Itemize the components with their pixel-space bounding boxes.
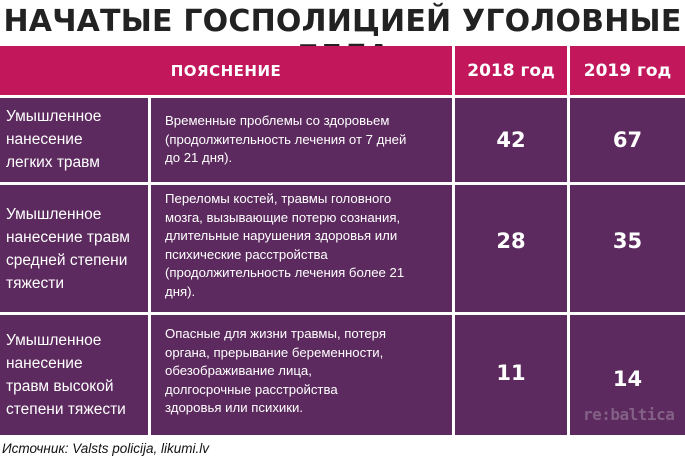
source-note: Источник: Valsts policija, likumi.lv [2,441,209,456]
rebaltica-logo: re:baltica [583,405,675,424]
category-line: легких травм [6,154,100,171]
table-row-1-value-2018: 42 [455,98,567,182]
table-row-2-value-2018: 28 [455,185,567,312]
header-year-2019: 2019 год [570,46,685,95]
category-line: нанесение [6,131,83,148]
category-line: нанесение травм [6,229,130,246]
description-line: психические расстройства [165,246,328,262]
table-header: ПОЯСНЕНИЕ 2018 год 2019 год [0,46,685,95]
category-line: травм высокой [6,378,114,395]
table-row-3-value-2018: 11 [455,315,567,435]
table-row-2-category: Умышленное нанесение травм средней степе… [0,185,148,312]
header-explanation: ПОЯСНЕНИЕ [0,46,452,95]
description-line: здоровья или психики. [165,400,304,415]
table-row-3-description: Опасные для жизни травмы, потеря органа,… [151,315,452,435]
category-line: средней степени [6,252,128,269]
category-line: Умышленное [6,206,102,223]
description-line: (продолжительность лечения от 7 дней [165,131,407,147]
category-line: Умышленное [6,108,102,125]
description-line: обезображивание лица, [165,363,312,378]
table-row-1-description: Временные проблемы со здоровьем (продолж… [151,98,452,182]
category-line: тяжести [6,275,64,292]
table-row-3-category: Умышленное нанесение травм высокой степе… [0,315,148,435]
description-line: до 21 дня). [165,150,233,165]
table-row-1-category: Умышленное нанесение легких травм [0,98,148,182]
table-row-1-value-2019: 67 [570,98,685,182]
category-line: нанесение [6,355,83,372]
description-line: мозга, вызывающие потерю сознания, [165,209,401,225]
table-row-2-value-2019: 35 [570,185,685,312]
category-line: степени тяжести [6,401,126,418]
table-row-3-value-2019: 14 [570,315,685,435]
category-line: Умышленное [6,332,102,349]
header-year-2018: 2018 год [455,46,567,95]
description-line: органа, прерывание беременности, [165,344,384,360]
description-line: дня). [165,283,196,299]
description-line: Переломы костей, травмы головного [165,191,392,206]
description-line: долгосрочные расстройства [165,381,338,397]
description-line: Временные проблемы со здоровьем [165,113,390,128]
description-line: (продолжительность лечения более 21 [165,265,405,280]
description-line: длительные нарушения здоровья или [165,228,398,243]
table-row-2-description: Переломы костей, травмы головного мозга,… [151,185,452,312]
description-line: Опасные для жизни травмы, потеря [165,326,387,341]
